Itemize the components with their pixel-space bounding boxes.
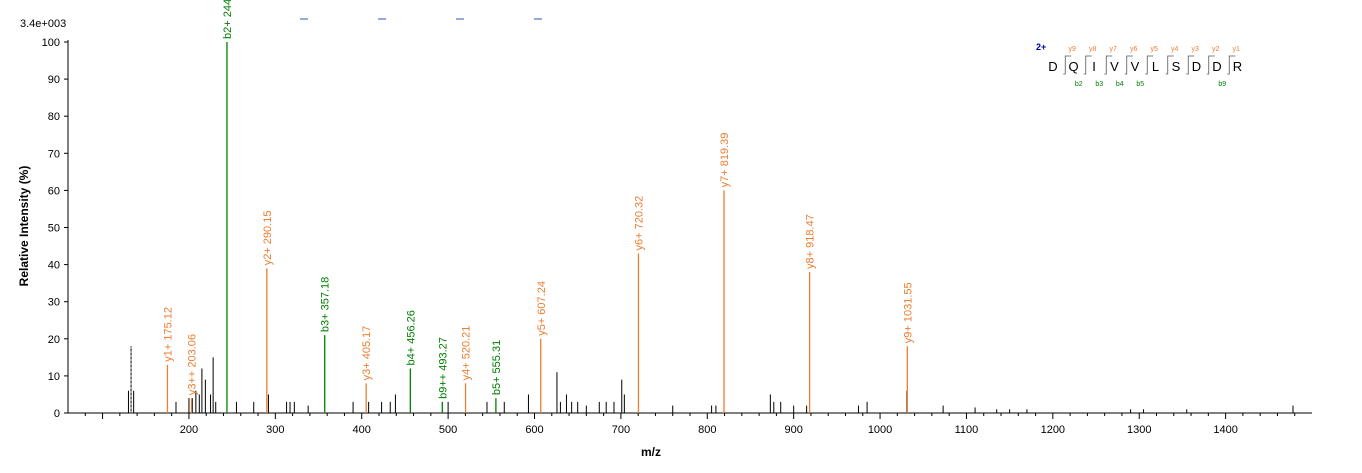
y-ion-peak-label: y2+ 290.15: [262, 211, 274, 266]
y-ion-mark: y7: [1110, 46, 1118, 53]
y-ion-peak-label: y3+ 405.17: [361, 326, 373, 381]
y-tick-label: 40: [48, 260, 60, 272]
y-ion-peak-label: y4+ 520.21: [461, 326, 473, 381]
y-ion-peak-label: y9+ 1031.55: [902, 282, 914, 343]
y-tick-label: 70: [48, 148, 60, 160]
x-axis-title: m/z: [641, 445, 661, 459]
b-ion-peak-label: b3+ 357.18: [320, 277, 332, 332]
y-ion-peak-label: y3++ 203.06: [187, 334, 199, 395]
y-ion-bracket: [1145, 55, 1154, 75]
b-ion-mark: b3: [1095, 81, 1103, 88]
y-ion-bracket: [1104, 55, 1113, 75]
sequence-residue: V: [1110, 59, 1119, 74]
y-ion-mark: y6: [1130, 46, 1138, 53]
y-tick-label: 20: [48, 334, 60, 346]
x-tick-label: 700: [612, 424, 630, 436]
x-tick-label: 300: [266, 424, 284, 436]
plot-axes: 0 10 20 30 40 50 60 70 80 90 100 200 300 400 500 600 700…: [42, 37, 1312, 436]
sequence-residue: D: [1192, 59, 1201, 74]
y-ion-mark: y5: [1151, 46, 1159, 53]
intensity-scale-label: 3.4e+003: [20, 18, 66, 30]
b-ion-mark: b5: [1136, 81, 1144, 88]
sequence-residue: I: [1092, 59, 1096, 74]
y-ion-bracket: [1124, 55, 1133, 75]
sequence-residue: R: [1233, 59, 1242, 74]
x-tick-label: 800: [698, 424, 716, 436]
sequence-residue: L: [1152, 59, 1159, 74]
y-tick-label: 10: [48, 371, 60, 383]
y-ion-bracket: [1227, 55, 1236, 75]
x-tick-label: 200: [180, 424, 198, 436]
y-ion-peak-label: y5+ 607.24: [536, 281, 548, 336]
y-ion-mark: y9: [1069, 46, 1077, 53]
y-tick-label: 50: [48, 223, 60, 235]
b-ion-peak-label: b4+ 456.26: [405, 310, 417, 365]
y-ion-mark: y1: [1233, 46, 1241, 53]
y-ion-bracket: [1186, 55, 1195, 75]
x-tick-label: 1100: [955, 424, 979, 436]
sequence-residue: Q: [1068, 59, 1078, 74]
y-axis-title: Relative Intensity (%): [17, 166, 31, 287]
x-tick-label: 1000: [868, 424, 892, 436]
sequence-residue: V: [1131, 59, 1140, 74]
x-tick-label: 600: [525, 424, 543, 436]
b-ion-peak-label: b9++ 493.27: [437, 337, 449, 399]
y-tick-label: 100: [42, 37, 60, 49]
x-tick-label: 500: [439, 424, 457, 436]
b-ion-mark: b9: [1218, 81, 1226, 88]
y-ion-mark: y3: [1192, 46, 1200, 53]
y-ion-peak-label: y8+ 918.47: [805, 214, 817, 269]
sequence-residue: D: [1212, 59, 1221, 74]
sequence-residue: S: [1172, 59, 1181, 74]
y-tick-label: 80: [48, 111, 60, 123]
charge-state: 2+: [1036, 42, 1046, 52]
b-ion-peak-label: b2+ 244.0: [222, 0, 234, 39]
y-tick-label: 0: [54, 408, 60, 420]
y-ion-peak-label: y1+ 175.12: [162, 307, 174, 362]
x-tick-label: 400: [353, 424, 371, 436]
y-ion-mark: y4: [1171, 46, 1179, 53]
b-ion-peak-label: b5+ 555.31: [491, 340, 503, 395]
y-ion-bracket: [1063, 55, 1072, 75]
y-ion-mark: y8: [1089, 46, 1097, 53]
y-ion-peak-label: y7+ 819.39: [719, 133, 731, 188]
y-ion-bracket: [1165, 55, 1174, 75]
sequence-residue: D: [1048, 59, 1057, 74]
peak-labels: b2+ 244.0 b3+ 357.18 b4+ 456.26 b9++ 493.27…: [162, 0, 914, 399]
x-tick-label: 1400: [1213, 424, 1237, 436]
y-ion-bracket: [1083, 55, 1092, 75]
peak-bars: [127, 42, 1294, 413]
y-ion-mark: y2: [1212, 46, 1220, 53]
x-tick-label: 1200: [1041, 424, 1065, 436]
y-ion-bracket: [1206, 55, 1215, 75]
b-ion-mark: b2: [1075, 81, 1083, 88]
y-tick-label: 30: [48, 297, 60, 309]
y-tick-label: 60: [48, 185, 60, 197]
y-tick-label: 90: [48, 74, 60, 86]
x-tick-label: 900: [784, 424, 802, 436]
b-ion-mark: b4: [1116, 81, 1124, 88]
y-ion-peak-label: y6+ 720.32: [633, 196, 645, 251]
x-tick-label: 1300: [1127, 424, 1151, 436]
